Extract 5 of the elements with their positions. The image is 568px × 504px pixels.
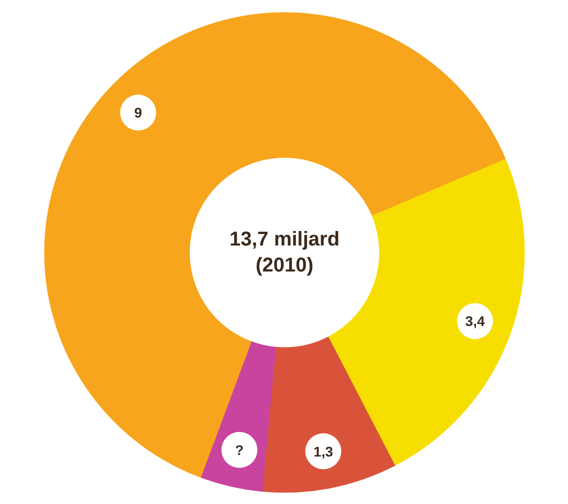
data-label: 9: [134, 104, 142, 121]
data-label: 3,4: [465, 313, 485, 330]
data-label: 1,3: [314, 443, 334, 460]
data-label: ?: [235, 442, 244, 458]
text: 13,7 miljard (2010): [229, 228, 340, 276]
